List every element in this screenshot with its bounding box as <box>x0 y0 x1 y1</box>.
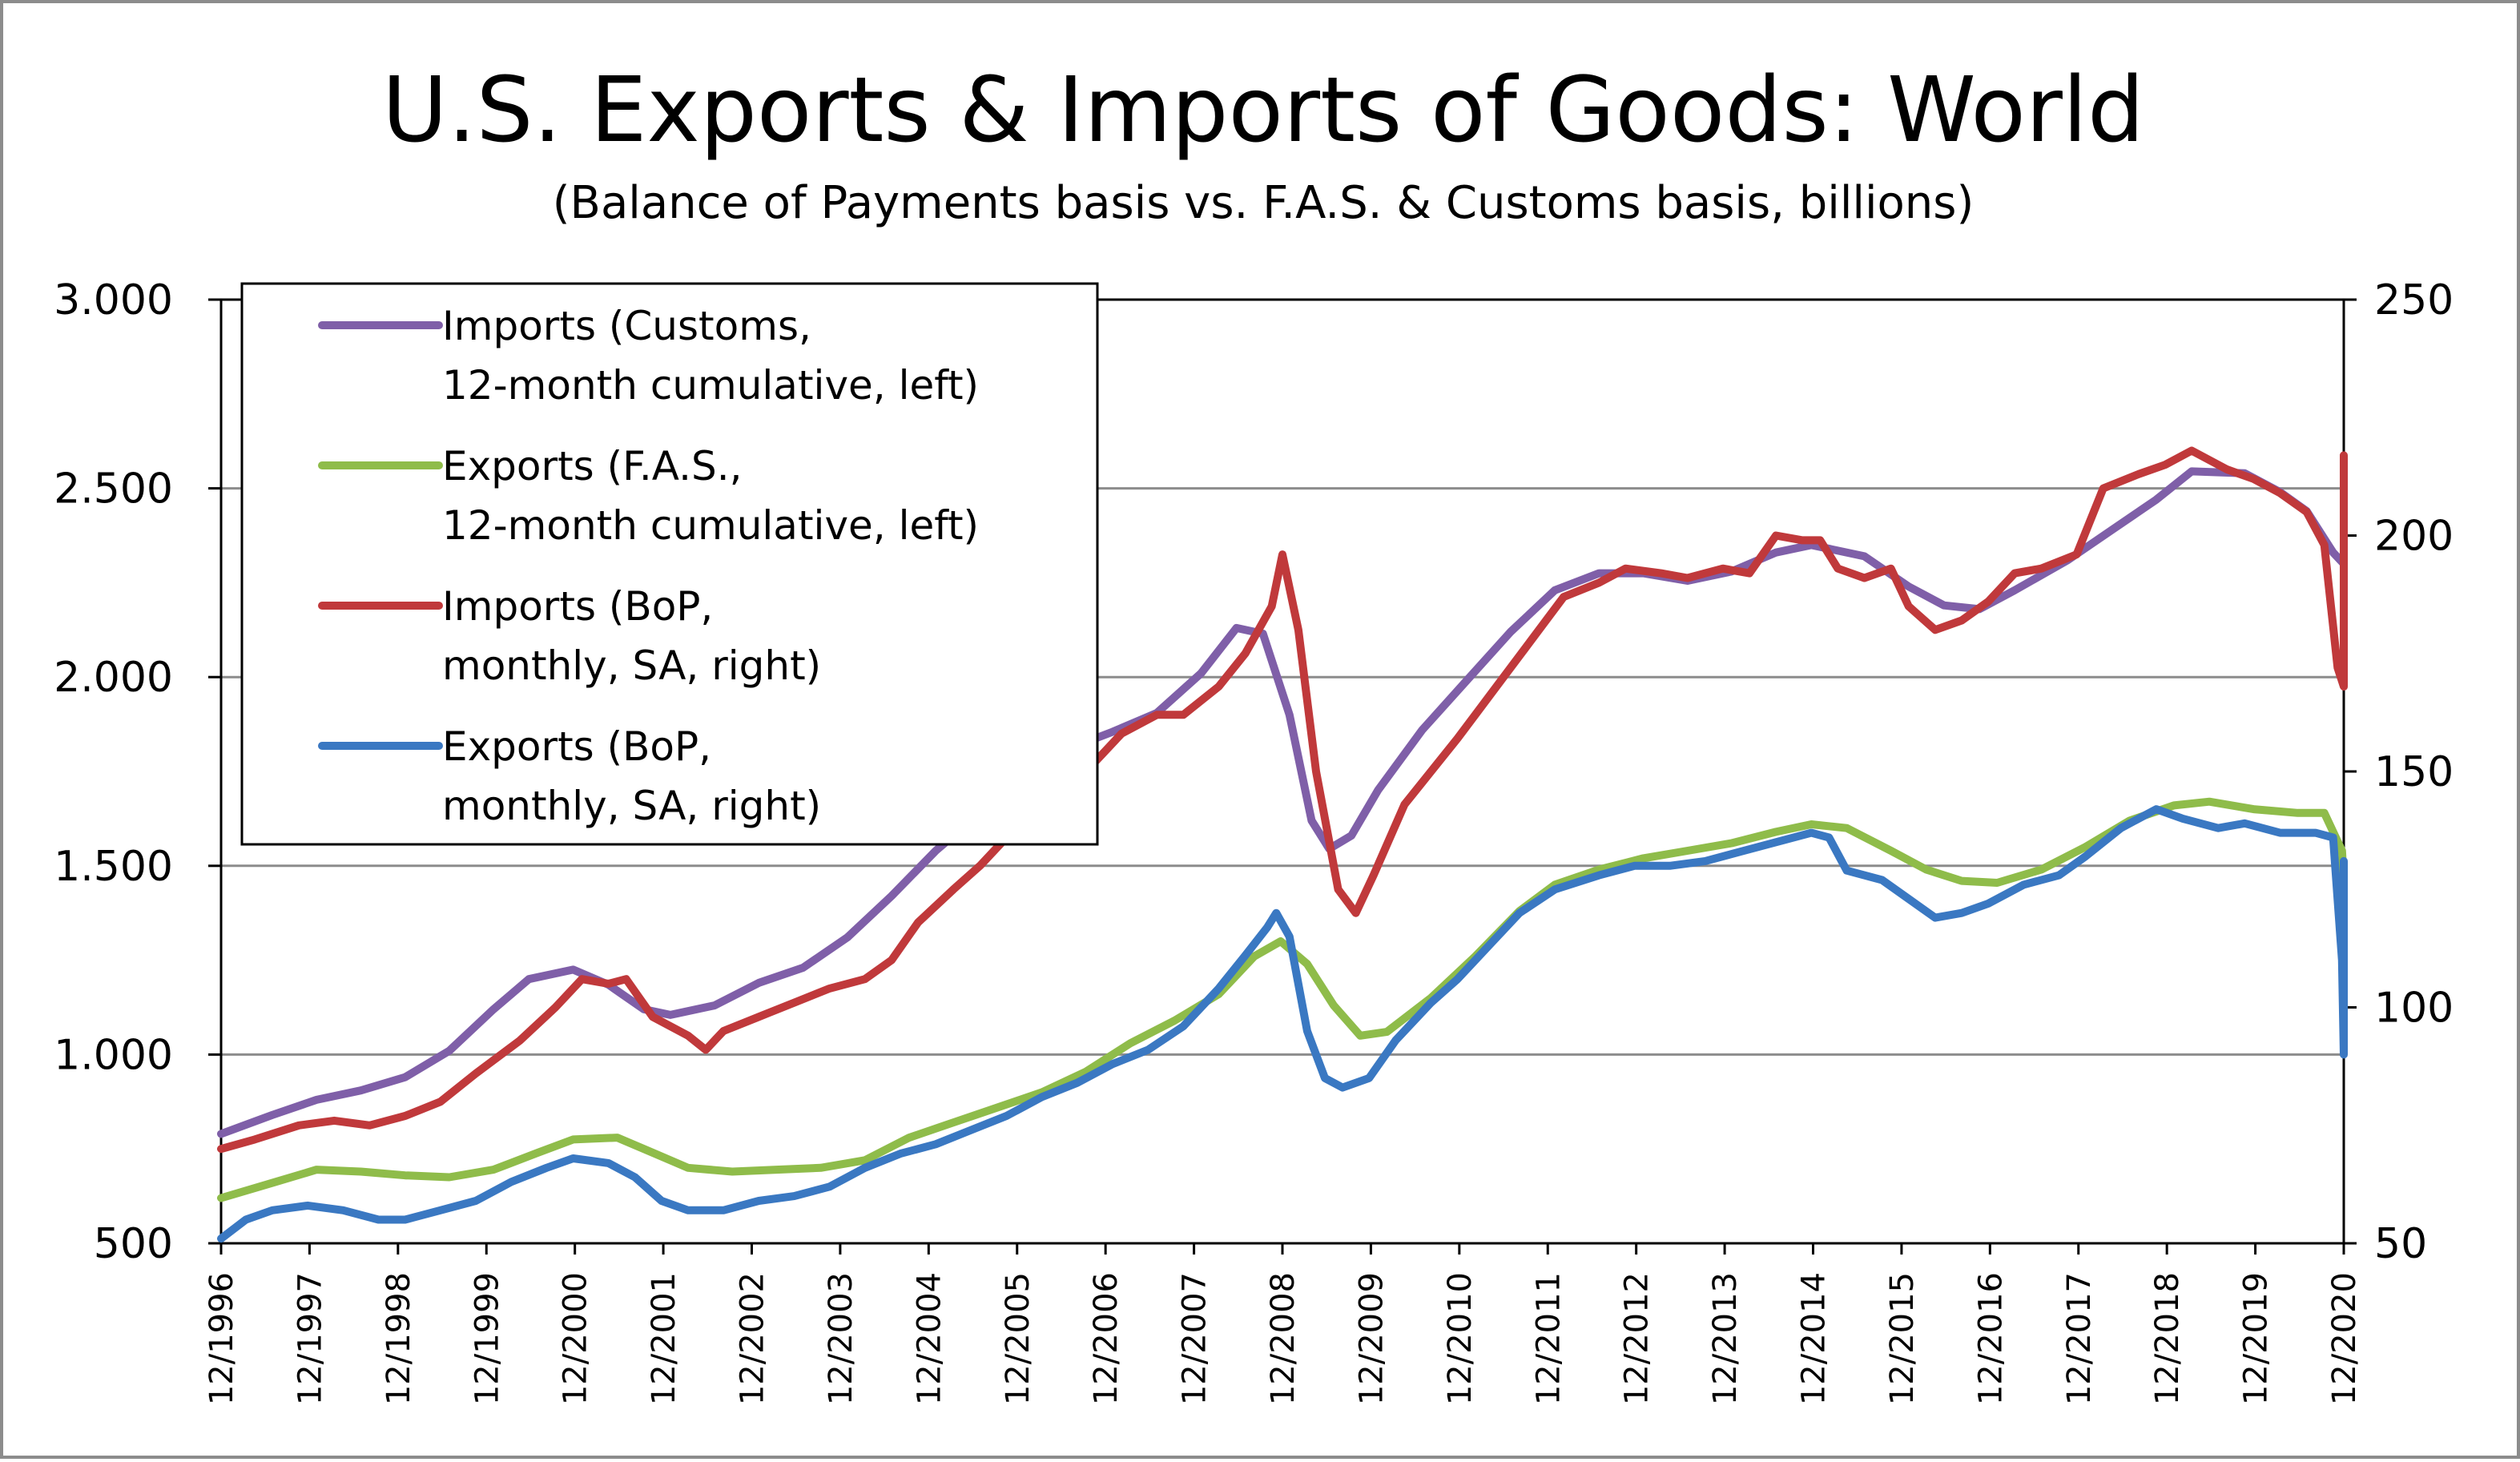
x-axis-tick-label: 12/2020 <box>2326 1272 2363 1405</box>
right-axis-tick-label: 150 <box>2374 748 2454 796</box>
legend-label-2: 12-month cumulative, left) <box>442 502 979 549</box>
x-axis-tick-label: 12/2006 <box>1088 1272 1125 1405</box>
left-axis-tick-label: 500 <box>94 1220 173 1268</box>
chart-title: U.S. Exports & Imports of Goods: World <box>382 58 2144 163</box>
series-line-4 <box>217 805 2348 1243</box>
legend-label-1: 12-month cumulative, left) <box>442 362 979 409</box>
right-axis-tick-label: 50 <box>2374 1220 2427 1268</box>
x-axis-tick-label: 12/2004 <box>911 1272 948 1405</box>
x-axis-tick-label: 12/1996 <box>203 1272 240 1405</box>
x-axis-tick-label: 12/2014 <box>1796 1272 1833 1405</box>
x-axis-tick-label: 12/2010 <box>1442 1272 1479 1405</box>
x-axis-tick-label: 12/2005 <box>1000 1272 1037 1405</box>
x-axis-tick-label: 12/1997 <box>292 1272 328 1405</box>
x-axis-tick-label: 12/2001 <box>646 1272 682 1405</box>
left-axis-tick-label: 3.000 <box>54 276 173 324</box>
right-axis-tick-label: 250 <box>2374 276 2454 324</box>
x-axis-tick-label: 12/2003 <box>823 1272 859 1405</box>
left-axis-tick-label: 2.500 <box>54 465 173 514</box>
x-axis-tick-label: 12/2013 <box>1707 1272 1744 1405</box>
legend-label-3: Imports (BoP, <box>442 583 713 630</box>
x-axis-tick-label: 12/2002 <box>735 1272 771 1405</box>
legend-label-4: Exports (BoP, <box>442 723 711 770</box>
legend-label-4: monthly, SA, right) <box>442 783 821 829</box>
axes: 3.000 2.500 2.000 1.500 1.000 500 250 200 150 100… <box>54 276 2454 1405</box>
x-axis-tick-label: 12/2015 <box>1884 1272 1921 1405</box>
right-axis-tick-label: 200 <box>2374 513 2454 561</box>
left-axis-tick-label: 2.000 <box>54 654 173 702</box>
right-axis-tick-label: 100 <box>2374 985 2454 1033</box>
legend-box <box>240 282 1099 846</box>
legend-label-1: Imports (Customs, <box>442 303 811 349</box>
legend-label-2: Exports (F.A.S., <box>442 443 743 489</box>
x-axis-tick-label: 12/2019 <box>2238 1272 2275 1405</box>
x-axis-tick-label: 12/2009 <box>1353 1272 1390 1405</box>
x-axis-tick-label: 12/2012 <box>1619 1272 1656 1405</box>
x-axis-tick-label: 12/2017 <box>2061 1272 2098 1405</box>
legend: Imports (Customs, 12-month cumulative, le… <box>240 282 1099 846</box>
x-axis-tick-label: 12/2018 <box>2149 1272 2186 1405</box>
chart-canvas: U.S. Exports & Imports of Goods: World (… <box>54 58 2454 1405</box>
x-axis-tick-label: 12/1999 <box>469 1272 505 1405</box>
x-axis-tick-label: 12/2000 <box>558 1272 594 1405</box>
series-line-3 <box>217 446 2348 1154</box>
x-axis-tick-label: 12/1998 <box>380 1272 417 1405</box>
x-axis-tick-label: 12/2008 <box>1265 1272 1302 1405</box>
x-axis-tick-label: 12/2007 <box>1177 1272 1214 1405</box>
series-line-2 <box>217 797 2348 1202</box>
left-axis-tick-label: 1.000 <box>54 1031 173 1079</box>
x-axis-tick-label: 12/2016 <box>1972 1272 2009 1405</box>
x-axis-tick-label: 12/2011 <box>1530 1272 1567 1405</box>
series-lines <box>217 446 2348 1243</box>
chart-subtitle: (Balance of Payments basis vs. F.A.S. & … <box>553 177 1975 229</box>
left-axis-tick-label: 1.500 <box>54 843 173 891</box>
legend-label-3: monthly, SA, right) <box>442 642 821 689</box>
